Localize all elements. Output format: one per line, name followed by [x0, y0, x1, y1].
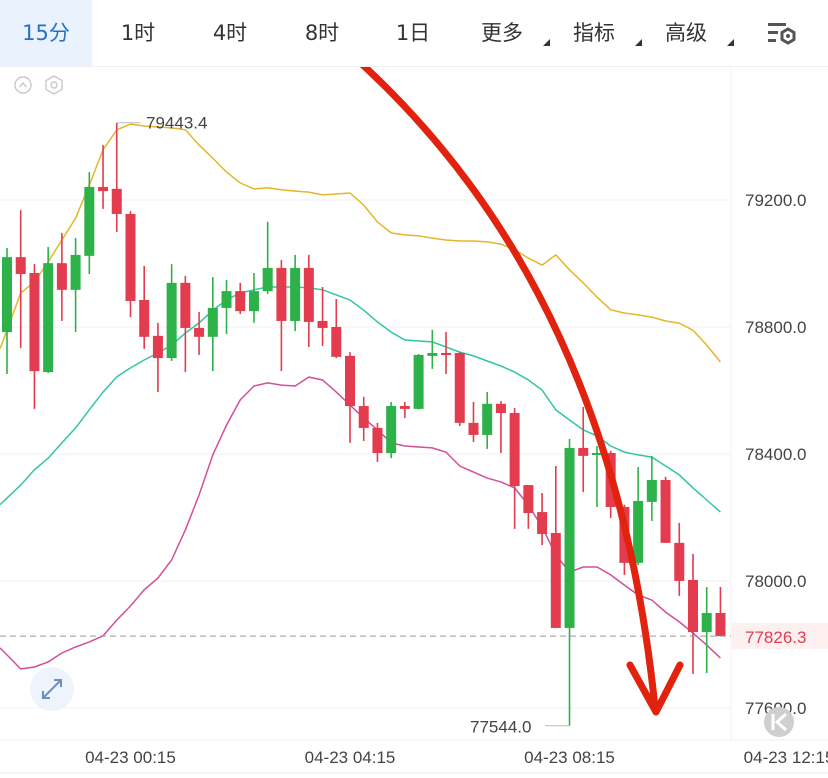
candle-body [15, 257, 26, 274]
annotation-arrow [348, 51, 659, 712]
x-axis-tick-label: 04-23 00:15 [85, 748, 176, 767]
dropdown-triangle-icon [727, 39, 734, 46]
collapse-up-icon-chevron [18, 81, 28, 88]
candle-body [454, 353, 465, 423]
tab-label: 更多 [481, 21, 523, 45]
tab-label: 1时 [120, 21, 156, 45]
candle-body [660, 480, 671, 543]
tab-7[interactable]: 高级 [640, 0, 734, 66]
candle-body [84, 186, 95, 256]
candle-body [235, 291, 246, 312]
high-price-label: 79443.4 [146, 114, 207, 133]
candle-body [646, 480, 657, 502]
candle-body [427, 353, 438, 356]
candle-body [578, 447, 589, 456]
candle-body [207, 307, 218, 337]
y-axis-tick-label: 79200.0 [745, 191, 806, 210]
tab-0[interactable]: 15分 [0, 0, 92, 66]
y-axis-tick-label: 78000.0 [745, 572, 806, 591]
tab-label: 15分 [22, 21, 70, 45]
tab-5[interactable]: 更多 [456, 0, 550, 66]
tab-2[interactable]: 4时 [184, 0, 276, 66]
candle-body [372, 427, 383, 454]
candle-body [262, 267, 273, 292]
candle-body [29, 273, 40, 372]
candle-body [564, 447, 575, 628]
candle-body [98, 186, 109, 192]
hexagon-settings-icon-center [50, 81, 58, 89]
candle-body [152, 335, 163, 359]
candle-body [537, 512, 548, 534]
candle-body [139, 300, 150, 337]
candle-body [194, 327, 205, 337]
y-axis-tick-label: 78400.0 [745, 445, 806, 464]
candle-body [523, 485, 534, 514]
x-axis-tick-label: 04-23 08:15 [524, 748, 615, 767]
annotation-arrowhead [626, 661, 684, 716]
candle-body [441, 353, 452, 356]
candle-body [276, 267, 287, 321]
tab-6[interactable]: 指标 [548, 0, 642, 66]
chart-settings-icon[interactable] [764, 20, 798, 46]
collapse-up-icon[interactable] [14, 76, 32, 94]
candle-body [248, 291, 259, 312]
candle-body [591, 453, 602, 456]
y-axis-tick-label: 78800.0 [745, 318, 806, 337]
candle-body [688, 580, 698, 633]
candle-body [221, 291, 232, 308]
candle-body [495, 403, 506, 414]
candle-body [111, 188, 122, 214]
bollinger-lower-line [0, 376, 721, 670]
candle-body [166, 282, 177, 359]
bollinger-upper-line [0, 123, 721, 363]
expand-icon [42, 679, 62, 699]
tab-label: 8时 [304, 21, 340, 45]
candle-body [345, 355, 355, 407]
candle-body [633, 500, 644, 563]
dropdown-triangle-icon [543, 39, 550, 46]
candle-body [715, 613, 726, 637]
timeframe-toolbar: 15分 1时 4时 8时 1日 更多 指标 高级 [0, 0, 828, 67]
candle-body [70, 254, 81, 290]
dropdown-triangle-icon [635, 39, 642, 46]
candle-body [386, 406, 397, 454]
candle-body [413, 354, 424, 409]
x-axis-tick-label: 04-23 12:15 [744, 748, 828, 767]
candle-body [399, 406, 410, 409]
last-price-label: 77826.3 [745, 628, 806, 647]
candle-body [509, 413, 520, 487]
tab-label: 指标 [573, 21, 615, 45]
candle-body [701, 613, 712, 633]
candle-body [550, 533, 561, 628]
tab-label: 高级 [665, 21, 707, 45]
x-axis-tick-label: 04-23 04:15 [305, 748, 396, 767]
tab-label: 1日 [395, 21, 431, 45]
candle-body [290, 267, 301, 321]
candle-body [303, 267, 314, 322]
candle-body [43, 263, 54, 373]
tab-1[interactable]: 1时 [92, 0, 184, 66]
candle-body [317, 320, 328, 328]
candle-body [331, 326, 342, 357]
last-price-badge [732, 623, 828, 650]
hexagon-settings-icon[interactable] [45, 75, 63, 95]
candle-body [2, 257, 12, 333]
back-to-latest-icon [771, 712, 787, 732]
tab-4[interactable]: 1日 [368, 0, 458, 66]
candle-body [468, 422, 479, 435]
candle-body [674, 542, 685, 581]
candle-body [125, 213, 136, 301]
candle-body [358, 406, 369, 428]
tab-3[interactable]: 8时 [276, 0, 368, 66]
candle-body [482, 403, 493, 435]
candle-body [56, 263, 67, 290]
candle-body [180, 282, 191, 328]
low-price-label: 77544.0 [470, 718, 531, 737]
tab-label: 4时 [212, 21, 248, 45]
